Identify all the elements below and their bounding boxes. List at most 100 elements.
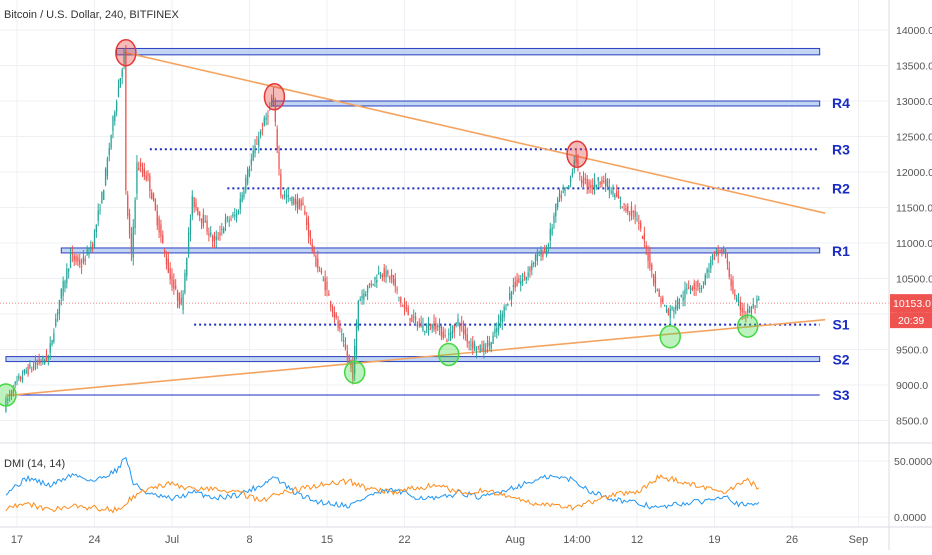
candle-body xyxy=(175,285,177,289)
candle-body xyxy=(610,191,612,193)
candle-body xyxy=(468,341,470,344)
candle-body xyxy=(346,350,348,358)
candle-body xyxy=(263,117,265,127)
candle-body xyxy=(302,202,304,206)
candle-body xyxy=(112,116,114,132)
candle-body xyxy=(425,326,428,328)
candle-body xyxy=(134,199,136,228)
candle-body xyxy=(44,359,46,365)
candle-body xyxy=(724,249,727,259)
candle-body xyxy=(127,194,129,216)
candle-body xyxy=(211,236,214,242)
candle-body xyxy=(702,281,705,283)
candle-body xyxy=(352,364,354,380)
candle-body xyxy=(621,206,623,208)
candle-body xyxy=(483,343,485,351)
candle-body xyxy=(695,288,697,290)
candle-body xyxy=(473,343,476,350)
candle-body xyxy=(309,231,312,239)
candle-body xyxy=(638,222,640,224)
candle-body xyxy=(652,274,655,284)
candle-body xyxy=(14,381,16,385)
candle-body xyxy=(680,294,682,297)
candle-body xyxy=(20,376,22,380)
candle-body xyxy=(427,323,430,333)
candle-body xyxy=(202,214,205,227)
candle-body xyxy=(584,178,586,180)
candle-body xyxy=(616,191,618,198)
candle-body xyxy=(497,321,500,330)
candle-body xyxy=(289,197,291,199)
candle-body xyxy=(719,250,721,252)
candle-body xyxy=(424,331,426,333)
dmi-panel xyxy=(0,456,889,518)
candle-body xyxy=(298,199,300,210)
x-tick-label: Jul xyxy=(165,534,179,546)
candle-body xyxy=(31,369,33,371)
candle-body xyxy=(206,220,208,232)
candle-body xyxy=(114,111,116,122)
candle-body xyxy=(708,270,710,272)
candle-body xyxy=(158,218,160,233)
candle-body xyxy=(568,185,570,188)
chart-title: Bitcoin / U.S. Dollar, 240, BITFINEX xyxy=(4,9,180,21)
candle-body xyxy=(669,309,671,318)
candle-body xyxy=(758,299,760,301)
candle-body xyxy=(501,313,503,323)
candle-body xyxy=(103,190,105,200)
candle-body xyxy=(595,185,598,188)
candle-body xyxy=(317,258,319,269)
support-touch-marker xyxy=(736,314,759,338)
candle-body xyxy=(90,246,92,250)
candle-body xyxy=(320,270,323,273)
candle-body xyxy=(723,247,725,254)
y-tick-label: 11500.0 xyxy=(896,203,932,215)
candle-body xyxy=(55,318,57,326)
candle-body xyxy=(627,205,629,213)
candle-body xyxy=(86,249,88,255)
candle-body xyxy=(339,326,341,330)
candle-body xyxy=(261,129,264,131)
candle-body xyxy=(84,259,86,261)
candle-body xyxy=(597,177,599,181)
candle-body xyxy=(514,282,516,288)
candle-body xyxy=(210,232,212,235)
support-touch-marker xyxy=(343,360,366,384)
candle-body xyxy=(606,179,609,188)
resistance-touch-marker xyxy=(115,38,137,67)
candle-body xyxy=(396,288,398,291)
candle-body xyxy=(747,308,749,313)
candle-body xyxy=(603,181,605,183)
candle-body xyxy=(40,361,42,363)
candle-body xyxy=(418,323,420,325)
candle-body xyxy=(525,276,527,281)
candle-body xyxy=(363,293,365,300)
candle-body xyxy=(422,325,424,331)
resistance-touch-marker xyxy=(566,140,588,168)
candle-body xyxy=(184,273,186,293)
candle-body xyxy=(461,323,463,326)
candle-body xyxy=(283,194,286,196)
last-price-badge xyxy=(890,294,932,313)
candle-body xyxy=(366,286,369,293)
candle-body xyxy=(564,187,566,191)
candle-body xyxy=(337,320,339,328)
y-tick-label: 12000.0 xyxy=(896,167,932,179)
dmi-tick-label: 50.0000 xyxy=(894,456,932,468)
candle-body xyxy=(712,254,714,260)
x-tick-label: 22 xyxy=(398,534,410,546)
candle-body xyxy=(582,178,585,186)
candle-body xyxy=(416,324,419,327)
candle-body xyxy=(411,314,413,322)
candle-body xyxy=(448,333,450,335)
candle-body xyxy=(372,283,374,285)
y-tick-label: 14000.0 xyxy=(896,25,932,37)
candle-body xyxy=(326,281,328,290)
candle-body xyxy=(494,328,496,334)
candle-body xyxy=(324,277,326,291)
candle-body xyxy=(691,287,694,290)
candle-body xyxy=(234,215,236,217)
